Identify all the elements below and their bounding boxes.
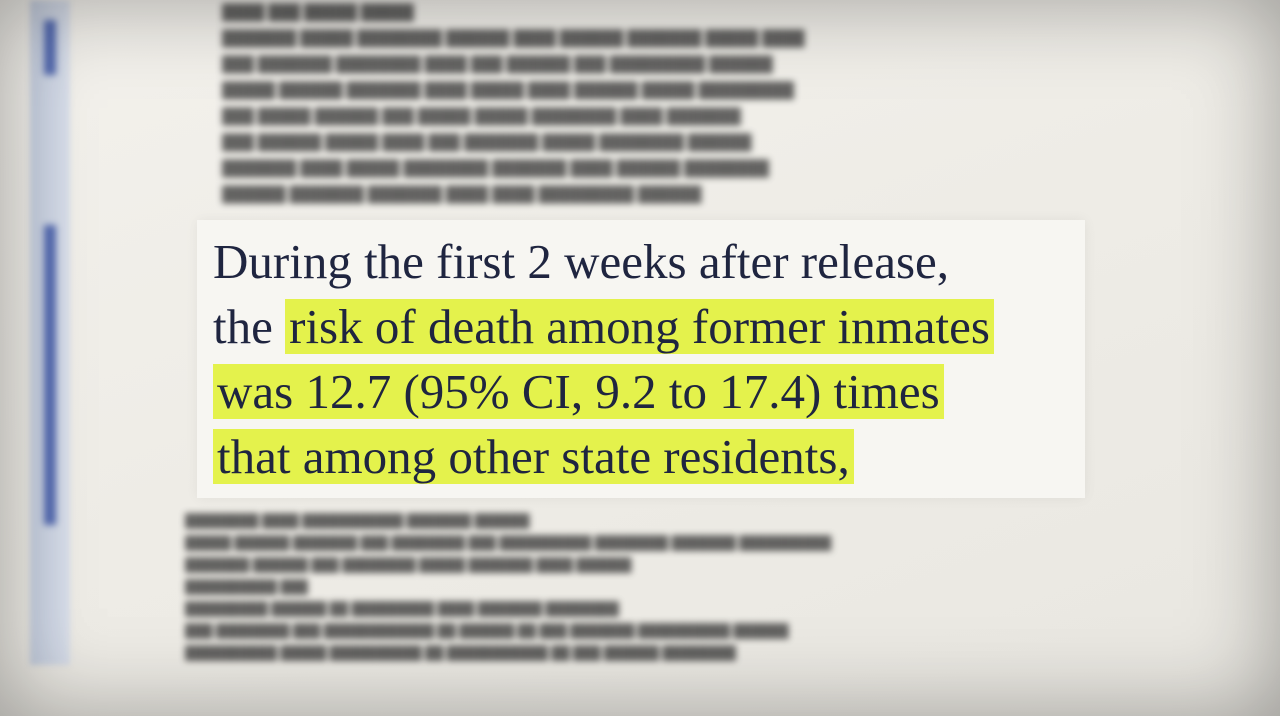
quote-line: was 12.7 (95% CI, 9.2 to 17.4) times (213, 359, 1093, 424)
quote-line: During the first 2 weeks after release, (213, 229, 1093, 294)
blurred-abstract-text: ████ ███ █████ █████ ███████ █████ █████… (222, 5, 805, 203)
highlighted-text: risk of death among former inmates (285, 299, 994, 354)
sidebar-marker (44, 225, 56, 525)
quote-line: that among other state residents, (213, 424, 1093, 489)
sidebar-strip (30, 0, 70, 665)
highlighted-text: was 12.7 (95% CI, 9.2 to 17.4) times (213, 364, 944, 419)
quote-text: the (213, 299, 273, 354)
highlighted-text: that among other state residents, (213, 429, 854, 484)
blurred-footer-text: ████████ ████ ███████████ ███████ ██████… (185, 513, 832, 660)
quote-text: During the first 2 weeks after release, (213, 234, 950, 289)
highlighted-quote: During the first 2 weeks after release, … (213, 229, 1093, 489)
quote-line: the risk of death among former inmates (213, 294, 1093, 359)
sidebar-marker (44, 20, 56, 75)
